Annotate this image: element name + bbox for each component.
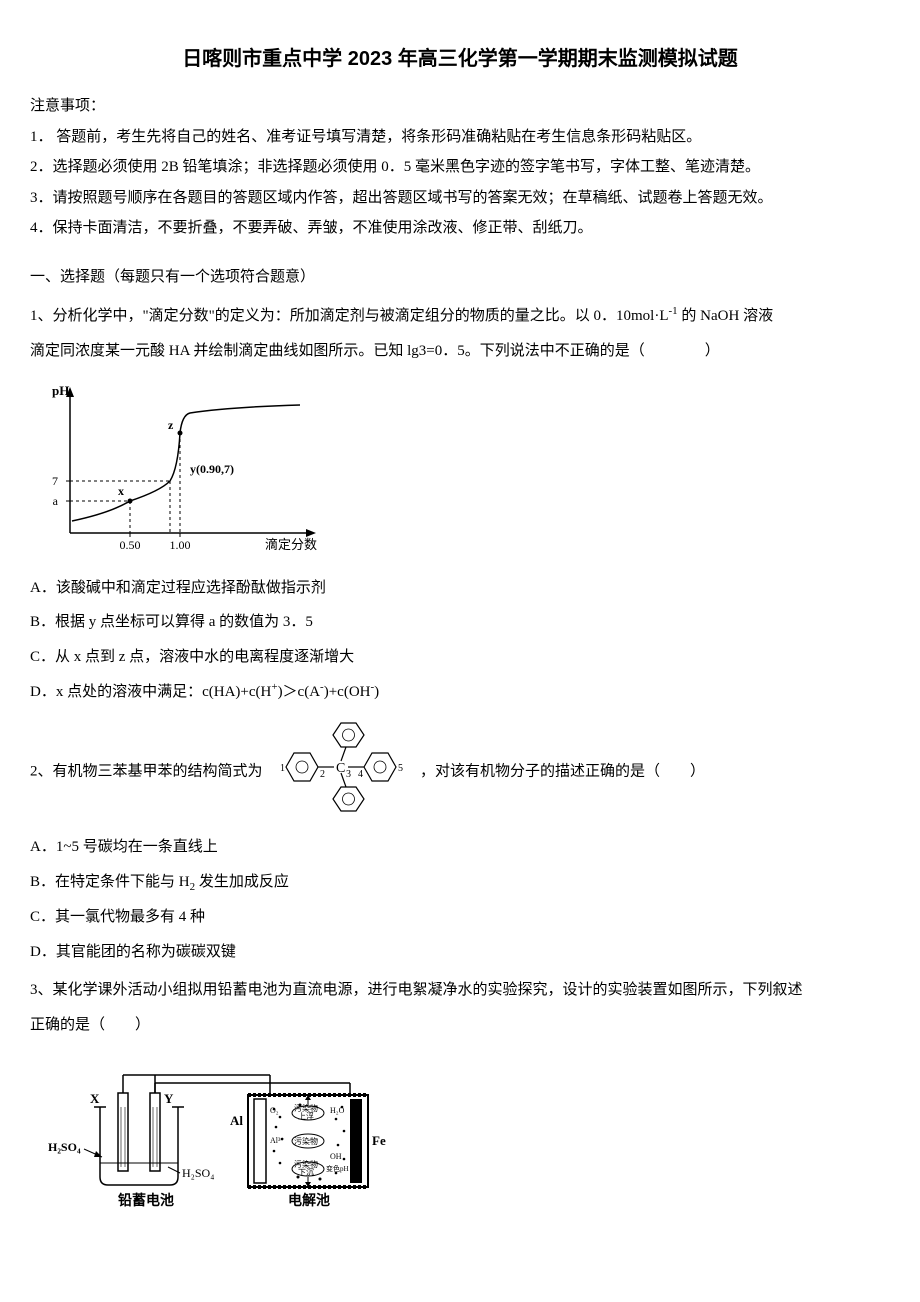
label-ph-change: 变色pH (326, 1164, 349, 1173)
q3-text: 3、某化学课外活动小组拟用铅蓄电池为直流电源，进行电絮凝净水的实验探究，设计的实… (30, 976, 890, 1005)
q1-d-pre: D．x 点处的溶液中满足：c(HA)+c(H (30, 684, 271, 700)
label-x-electrode: X (90, 1091, 100, 1106)
q2-suffix: ，对该有机物分子的描述正确的是（ ） (420, 763, 705, 779)
label-x: x (118, 484, 124, 498)
label-h2o: H₂O (330, 1106, 345, 1115)
label-z: z (168, 418, 174, 432)
h2so4-left: H₂SO₄ (48, 1140, 81, 1154)
ytick-7: 7 (52, 474, 58, 488)
q2-option-d: D．其官能团的名称为碳碳双键 (30, 938, 890, 967)
float-up: 上浮 (298, 1111, 314, 1121)
q1-sup-neg1: -1 (669, 305, 678, 317)
label-al: Al (230, 1113, 243, 1128)
q2-text: 2、有机物三苯基甲苯的结构简式为 1 2 4 5 (30, 717, 890, 828)
q1-option-c: C．从 x 点到 z 点，溶液中水的电离程度逐渐增大 (30, 643, 890, 672)
q2-n5: 5 (398, 763, 403, 774)
q2-option-a: A．1~5 号碳均在一条直线上 (30, 833, 890, 862)
q3-text-2: 正确的是（ ） (30, 1011, 890, 1040)
q3-diagram: X Y H₂SO₄ H₂SO₄ 铅蓄电池 Al Fe (30, 1047, 890, 1228)
question-1: 1、分析化学中，"滴定分数"的定义为：所加滴定剂与被滴定组分的物质的量之比。以 … (30, 301, 890, 707)
label-fe: Fe (372, 1133, 386, 1148)
q2-option-c: C．其一氯代物最多有 4 种 (30, 903, 890, 932)
q1-option-a: A．该酸碱中和滴定过程应选择酚酞做指示剂 (30, 574, 890, 603)
x-axis-label: 滴定分数 (265, 537, 317, 552)
label-al3: Al³⁺ (270, 1136, 285, 1145)
label-o2: O₂ (270, 1106, 279, 1115)
q2-structure-diagram: 1 2 4 5 C 3 (266, 717, 416, 828)
q1-chart: 7 a 0.50 1.00 pH 滴定分数 x z (30, 373, 890, 564)
q1-mid1: 的 NaOH 溶液 (678, 308, 773, 324)
caption-electrolysis: 电解池 (288, 1192, 330, 1209)
notice-2: 2．选择题必须使用 2B 铅笔填涂；非选择题必须使用 0．5 毫米黑色字迹的签字… (30, 153, 890, 182)
pollutant-2: 污染物 (294, 1136, 318, 1146)
q1-tail: ） (705, 343, 720, 359)
q1-d-tail: ) (374, 684, 379, 700)
xtick-1: 1.00 (170, 538, 191, 552)
xtick-05: 0.50 (120, 538, 141, 552)
q1-option-d: D．x 点处的溶液中满足：c(HA)+c(H+)＞c(A-)+c(OH-) (30, 677, 890, 707)
q1-line2: 滴定同浓度某一元酸 HA 并绘制滴定曲线如图所示。已知 lg3=0．5。下列说法… (30, 343, 645, 359)
notice-4: 4．保持卡面清洁，不要折叠，不要弄破、弄皱，不准使用涂改液、修正带、刮纸刀。 (30, 214, 890, 243)
label-y-electrode: Y (164, 1091, 174, 1106)
q1-d-mid1: )＞c(A (278, 684, 320, 700)
q1-d-mid2: )+c(OH (324, 684, 371, 700)
h2so4-right: H₂SO₄ (182, 1166, 214, 1180)
q2-b-pre: B．在特定条件下能与 H (30, 874, 190, 890)
q2-n1: 1 (280, 763, 285, 774)
q2-option-b: B．在特定条件下能与 H2 发生加成反应 (30, 868, 890, 898)
label-oh: OH (330, 1152, 342, 1161)
y-axis-label: pH (52, 383, 69, 398)
notice-1: 1． 答题前，考生先将自己的姓名、准考证号填写清楚，将条形码准确粘贴在考生信息条… (30, 123, 890, 152)
notice-heading: 注意事项： (30, 92, 890, 121)
question-3: 3、某化学课外活动小组拟用铅蓄电池为直流电源，进行电絮凝净水的实验探究，设计的实… (30, 976, 890, 1228)
q2-b-suf: 发生加成反应 (195, 874, 289, 890)
ytick-a: a (53, 494, 59, 508)
notice-3: 3．请按照题号顺序在各题目的答题区域内作答，超出答题区域书写的答案无效；在草稿纸… (30, 184, 890, 213)
q1-prefix: 1、分析化学中，"滴定分数"的定义为：所加滴定剂与被滴定组分的物质的量之比。以 … (30, 308, 669, 324)
q1-text: 1、分析化学中，"滴定分数"的定义为：所加滴定剂与被滴定组分的物质的量之比。以 … (30, 301, 890, 331)
q2-prefix: 2、有机物三苯基甲苯的结构简式为 (30, 763, 263, 779)
q2-n2: 2 (320, 769, 325, 780)
section-1-heading: 一、选择题（每题只有一个选项符合题意） (30, 263, 890, 292)
label-y: y(0.90,7) (190, 462, 234, 476)
q1-option-b: B．根据 y 点坐标可以算得 a 的数值为 3．5 (30, 608, 890, 637)
q2-n4: 4 (358, 769, 363, 780)
caption-battery: 铅蓄电池 (117, 1192, 174, 1209)
page-title: 日喀则市重点中学 2023 年高三化学第一学期期末监测模拟试题 (30, 40, 890, 78)
q2-n3: 3 (346, 769, 351, 780)
q1-text-2: 滴定同浓度某一元酸 HA 并绘制滴定曲线如图所示。已知 lg3=0．5。下列说法… (30, 337, 890, 366)
question-2: 2、有机物三苯基甲苯的结构简式为 1 2 4 5 (30, 717, 890, 967)
sink-down: 下沉 (298, 1168, 314, 1177)
